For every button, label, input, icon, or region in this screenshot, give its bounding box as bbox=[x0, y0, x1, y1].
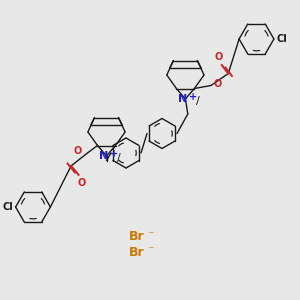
Text: O: O bbox=[74, 146, 82, 157]
Text: Br: Br bbox=[129, 230, 145, 244]
Text: +: + bbox=[188, 92, 197, 102]
Text: Cl: Cl bbox=[276, 34, 287, 44]
Text: +: + bbox=[110, 148, 118, 159]
Text: O: O bbox=[214, 52, 223, 62]
Text: /: / bbox=[196, 96, 199, 106]
Text: Br: Br bbox=[129, 245, 145, 259]
Text: O: O bbox=[77, 178, 86, 188]
Text: ⁻: ⁻ bbox=[147, 244, 154, 257]
Text: ⁻: ⁻ bbox=[147, 229, 154, 242]
Text: N: N bbox=[99, 151, 108, 161]
Text: Cl: Cl bbox=[2, 202, 13, 212]
Text: N: N bbox=[178, 94, 187, 104]
Text: O: O bbox=[213, 79, 221, 89]
Text: /: / bbox=[117, 153, 120, 164]
